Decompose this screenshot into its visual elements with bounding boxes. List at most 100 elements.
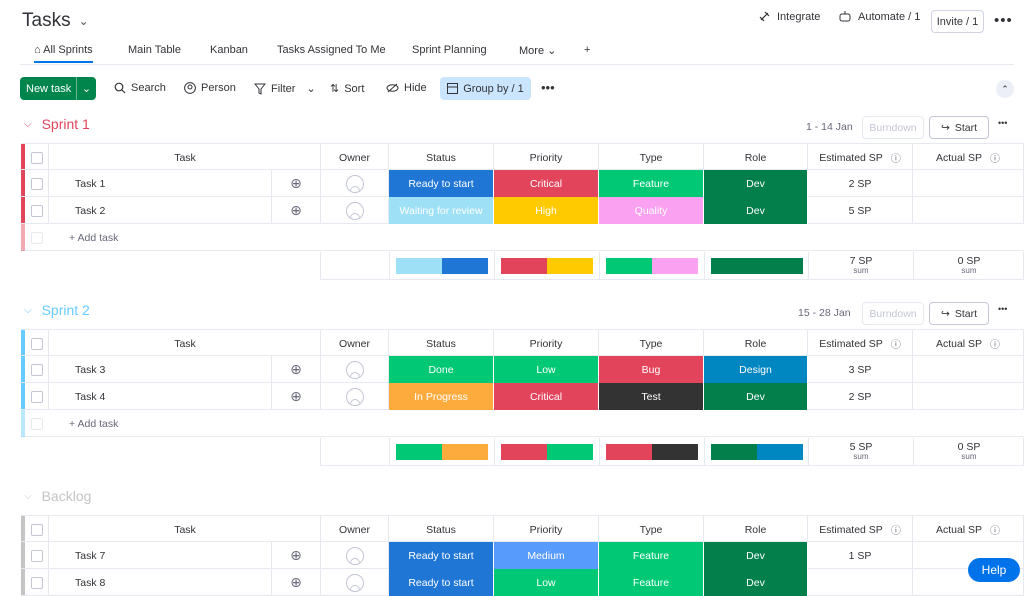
- add-update-icon[interactable]: ⊕: [290, 574, 302, 590]
- invite-button[interactable]: Invite / 1: [931, 10, 984, 33]
- empty-avatar-icon[interactable]: [345, 387, 364, 406]
- search-button[interactable]: Search: [114, 82, 166, 94]
- role-cell[interactable]: Dev: [704, 569, 808, 596]
- priority-distribution-bar[interactable]: [501, 444, 593, 460]
- column-header-type[interactable]: Type: [599, 330, 704, 357]
- group-by-button[interactable]: Group by / 1: [440, 77, 531, 100]
- add-update-icon[interactable]: ⊕: [290, 388, 302, 404]
- priority-cell[interactable]: Critical: [494, 170, 599, 197]
- empty-avatar-icon[interactable]: [345, 573, 364, 592]
- column-header-status[interactable]: Status: [389, 330, 494, 357]
- group-title[interactable]: Sprint 1: [41, 116, 90, 132]
- info-icon[interactable]: ⓘ: [890, 526, 901, 537]
- chevron-down-icon[interactable]: ⌵: [24, 490, 32, 502]
- select-all-checkbox[interactable]: [30, 523, 43, 536]
- column-header-actual[interactable]: Actual SP ⓘ: [913, 144, 1024, 171]
- priority-cell[interactable]: Low: [494, 356, 599, 383]
- table-row[interactable]: Task 8 ⊕ Ready to start Low Feature Dev: [21, 569, 1024, 596]
- automate-button[interactable]: Automate / 1: [838, 10, 920, 23]
- chevron-down-icon[interactable]: ⌵: [24, 304, 32, 316]
- type-cell[interactable]: Feature: [599, 170, 704, 197]
- estimated-sp-cell[interactable]: 1 SP: [808, 542, 913, 569]
- group-header[interactable]: ⌵ Sprint 1: [24, 116, 90, 132]
- type-cell[interactable]: Quality: [599, 197, 704, 224]
- new-task-button[interactable]: New task ⌄: [20, 77, 96, 100]
- estimated-sp-cell[interactable]: 5 SP: [808, 197, 913, 224]
- type-cell[interactable]: Feature: [599, 569, 704, 596]
- group-header[interactable]: ⌵ Sprint 2: [24, 302, 90, 318]
- status-cell[interactable]: Ready to start: [389, 170, 494, 197]
- tab-more[interactable]: More ⌄: [519, 44, 556, 57]
- role-cell[interactable]: Dev: [704, 197, 808, 224]
- board-title[interactable]: Tasks ⌄: [22, 10, 89, 32]
- column-header-role[interactable]: Role: [704, 516, 808, 543]
- status-distribution-bar[interactable]: [396, 258, 488, 274]
- row-checkbox[interactable]: [30, 576, 43, 589]
- task-name-cell[interactable]: Task 2: [49, 197, 272, 224]
- column-header-owner[interactable]: Owner: [321, 516, 389, 543]
- row-checkbox[interactable]: [30, 390, 43, 403]
- task-name-cell[interactable]: Task 1: [49, 170, 272, 197]
- select-all-checkbox[interactable]: [30, 151, 43, 164]
- start-sprint-button[interactable]: ↪ Start: [929, 116, 989, 139]
- actual-sp-cell[interactable]: [913, 383, 1024, 410]
- priority-cell[interactable]: Medium: [494, 542, 599, 569]
- actual-sp-cell[interactable]: [913, 170, 1024, 197]
- column-header-owner[interactable]: Owner: [321, 330, 389, 357]
- owner-cell[interactable]: [321, 383, 389, 410]
- info-icon[interactable]: ⓘ: [890, 154, 901, 165]
- filter-button[interactable]: Filter ⌄: [254, 82, 316, 95]
- role-distribution-bar[interactable]: [710, 258, 803, 274]
- column-header-type[interactable]: Type: [599, 144, 704, 171]
- status-cell[interactable]: Ready to start: [389, 542, 494, 569]
- empty-avatar-icon[interactable]: [345, 174, 364, 193]
- column-header-role[interactable]: Role: [704, 330, 808, 357]
- burndown-button[interactable]: Burndown: [862, 302, 924, 325]
- add-view-button[interactable]: +: [584, 44, 590, 56]
- column-header-owner[interactable]: Owner: [321, 144, 389, 171]
- more-options-icon[interactable]: •••: [994, 12, 1013, 29]
- chevron-down-icon[interactable]: ⌄: [76, 77, 96, 100]
- type-distribution-bar[interactable]: [606, 258, 698, 274]
- priority-cell[interactable]: High: [494, 197, 599, 224]
- type-cell[interactable]: Feature: [599, 542, 704, 569]
- row-checkbox[interactable]: [30, 177, 43, 190]
- column-header-actual[interactable]: Actual SP ⓘ: [913, 330, 1024, 357]
- column-header-task[interactable]: Task: [49, 516, 321, 543]
- table-row[interactable]: Task 1 ⊕ Ready to start Critical Feature Dev 2…: [21, 170, 1024, 197]
- column-header-type[interactable]: Type: [599, 516, 704, 543]
- status-distribution-bar[interactable]: [396, 444, 488, 460]
- estimated-sp-cell[interactable]: 2 SP: [808, 383, 913, 410]
- select-all-checkbox[interactable]: [30, 337, 43, 350]
- table-row[interactable]: Task 7 ⊕ Ready to start Medium Feature Dev 1 S…: [21, 542, 1024, 569]
- task-name-cell[interactable]: Task 7: [49, 542, 272, 569]
- owner-cell[interactable]: [321, 542, 389, 569]
- estimated-sp-cell[interactable]: 3 SP: [808, 356, 913, 383]
- add-task-row[interactable]: + Add task: [21, 410, 1024, 437]
- actual-sp-cell[interactable]: [913, 356, 1024, 383]
- column-header-estimated[interactable]: Estimated SP ⓘ: [808, 516, 913, 543]
- estimated-sp-cell[interactable]: [808, 569, 913, 596]
- tab-tasks-assigned[interactable]: Tasks Assigned To Me: [277, 44, 386, 56]
- add-update-icon[interactable]: ⊕: [290, 202, 302, 218]
- role-cell[interactable]: Dev: [704, 542, 808, 569]
- add-task-row[interactable]: + Add task: [21, 224, 1024, 251]
- task-name-cell[interactable]: Task 8: [49, 569, 272, 596]
- role-cell[interactable]: Dev: [704, 383, 808, 410]
- type-cell[interactable]: Test: [599, 383, 704, 410]
- status-cell[interactable]: Waiting for review: [389, 197, 494, 224]
- integrate-button[interactable]: Integrate: [758, 10, 820, 23]
- owner-cell[interactable]: [321, 569, 389, 596]
- empty-avatar-icon[interactable]: [345, 201, 364, 220]
- table-row[interactable]: Task 4 ⊕ In Progress Critical Test Dev 2 SP: [21, 383, 1024, 410]
- row-checkbox[interactable]: [30, 204, 43, 217]
- info-icon[interactable]: ⓘ: [990, 340, 1001, 351]
- owner-cell[interactable]: [321, 356, 389, 383]
- table-row[interactable]: Task 2 ⊕ Waiting for review High Quality Dev 5…: [21, 197, 1024, 224]
- tab-all-sprints[interactable]: ⌂ All Sprints: [34, 44, 93, 63]
- column-header-actual[interactable]: Actual SP ⓘ: [913, 516, 1024, 543]
- add-update-cell[interactable]: ⊕: [272, 542, 321, 569]
- priority-cell[interactable]: Critical: [494, 383, 599, 410]
- task-name-cell[interactable]: Task 4: [49, 383, 272, 410]
- column-header-status[interactable]: Status: [389, 516, 494, 543]
